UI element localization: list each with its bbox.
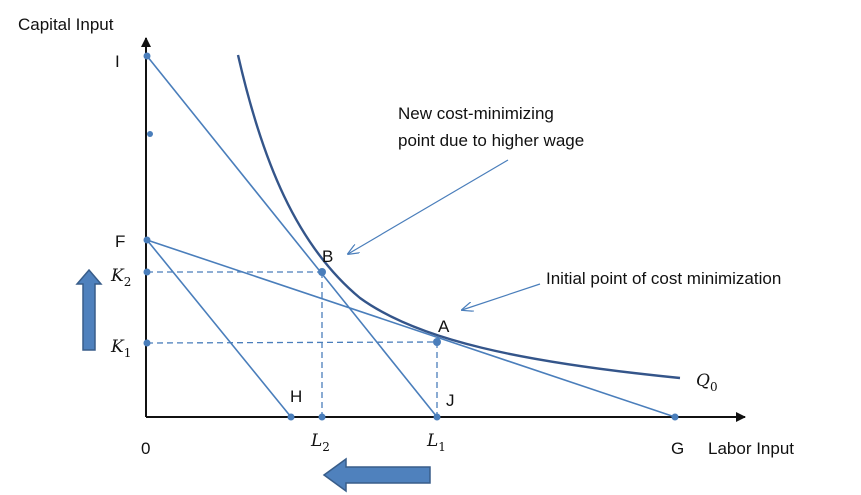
label-f: F (115, 232, 125, 251)
point-l2 (318, 413, 326, 421)
label-g: G (671, 439, 684, 458)
point-i (143, 52, 151, 60)
dashed-k1-line (146, 341, 438, 344)
label-j: J (446, 391, 455, 410)
point-k2 (143, 268, 151, 276)
annotation-new-point-line1: New cost-minimizing (398, 104, 554, 123)
label-l2: L2 (310, 431, 330, 454)
annotation-new-point-line2: point due to higher wage (398, 131, 584, 150)
point-j-l1 (433, 413, 441, 421)
annotation-arrow-initial-point (462, 283, 541, 310)
label-i: I (115, 52, 120, 71)
point-b (318, 268, 326, 276)
label-a: A (438, 317, 450, 336)
isoquant-curve-q0 (236, 54, 681, 380)
point-g (671, 413, 679, 421)
label-l1: L1 (426, 431, 446, 454)
y-axis-label: Capital Input (18, 15, 114, 34)
point-f (143, 236, 151, 244)
capital-increase-arrow (75, 268, 103, 351)
x-axis-label: Labor Input (708, 439, 794, 458)
point-h (287, 413, 295, 421)
labor-decrease-arrow (322, 457, 431, 493)
annotation-arrow-new-point (348, 159, 509, 254)
label-q0: Q0 (696, 371, 718, 394)
annotation-initial-point: Initial point of cost minimization (546, 269, 781, 288)
isocost-line-f-g (146, 239, 676, 418)
isocost-line-i-j (146, 55, 438, 418)
point-marker-extra (147, 131, 153, 137)
label-h: H (290, 387, 302, 406)
point-k1 (143, 339, 151, 347)
point-a (433, 338, 441, 346)
isocost-line-f-h (146, 239, 292, 418)
origin-label: 0 (141, 439, 150, 458)
label-k2: K2 (110, 266, 131, 289)
label-k1: K1 (110, 337, 131, 360)
label-b: B (322, 247, 333, 266)
